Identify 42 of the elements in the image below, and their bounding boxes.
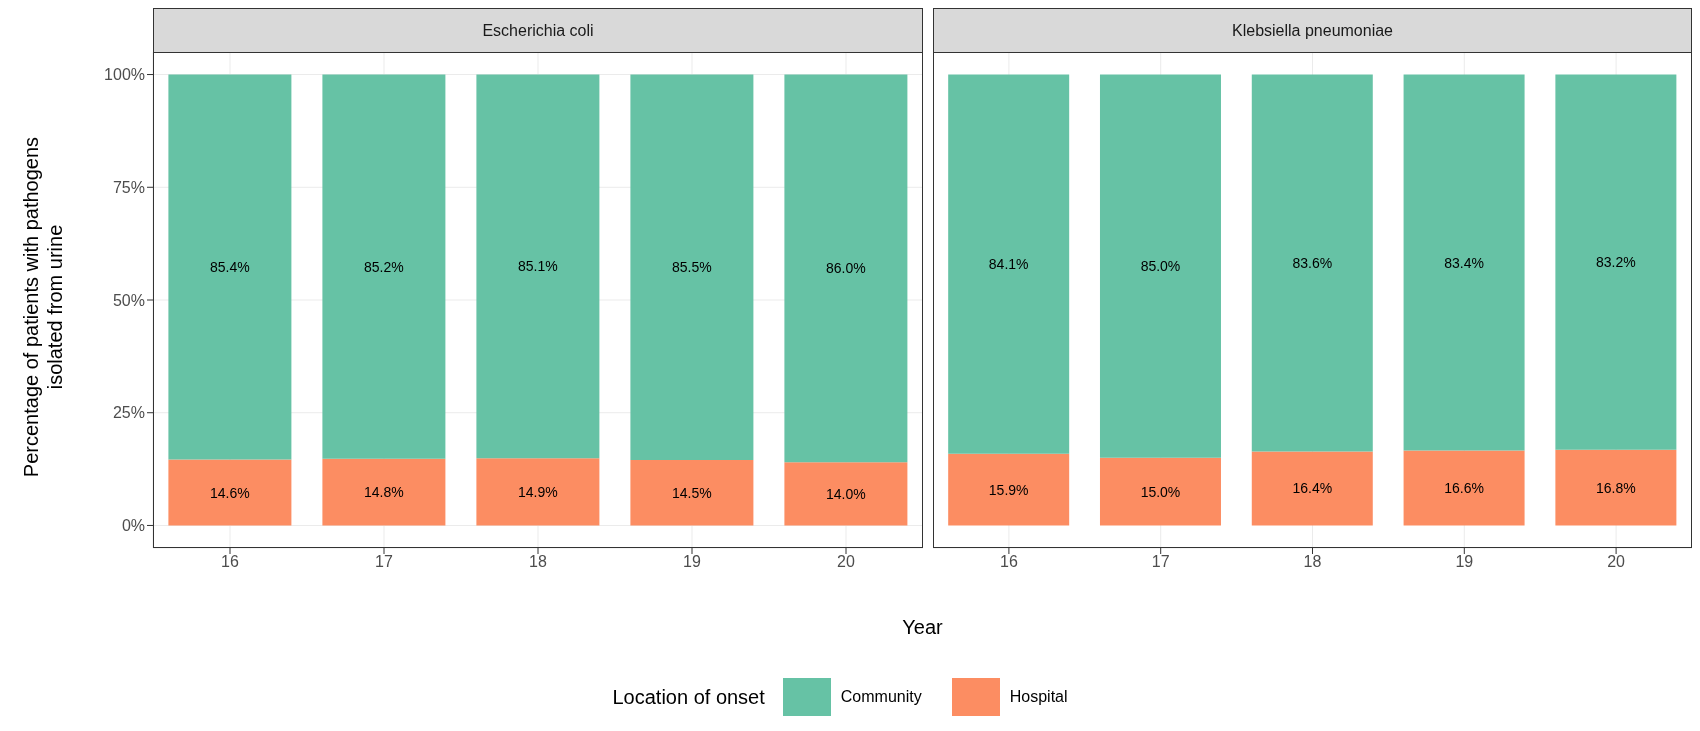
data-label: 83.4% <box>1444 254 1484 271</box>
data-label: 16.8% <box>1596 479 1636 496</box>
chart-title: Escherichia coli <box>153 8 923 52</box>
y-tick-label: 75% <box>112 178 145 196</box>
x-tick-label: 18 <box>529 553 547 571</box>
y-tick-label: 0% <box>121 517 145 535</box>
y-tick-label: 50% <box>112 291 145 309</box>
x-tick-label: 17 <box>375 553 393 571</box>
y-tick-label: 100% <box>104 66 145 84</box>
data-label: 85.2% <box>364 258 404 275</box>
x-tick-label: 20 <box>837 553 855 571</box>
data-label: 85.0% <box>1140 258 1181 275</box>
chart-title: Klebsiella pneumoniae <box>933 8 1692 52</box>
x-tick-label: 16 <box>221 553 239 571</box>
x-tick-label: 19 <box>1455 553 1474 571</box>
y-tick-label: 25% <box>112 404 145 422</box>
data-label: 14.5% <box>672 484 712 501</box>
legend-label: Community <box>840 688 922 706</box>
data-label: 14.0% <box>826 485 866 502</box>
x-tick-label: 20 <box>1607 553 1626 571</box>
data-label: 16.6% <box>1444 480 1484 496</box>
y-axis-title: Percentage of patients with pathogens isolated from urine <box>19 135 67 480</box>
data-label: 86.0% <box>826 260 866 277</box>
data-label: 83.2% <box>1596 254 1636 271</box>
data-label: 14.9% <box>518 483 558 500</box>
x-tick-label: 18 <box>1303 553 1322 571</box>
data-label: 14.8% <box>364 484 404 501</box>
data-label: 16.4% <box>1292 480 1333 497</box>
legend-label: Hospital <box>1009 688 1068 706</box>
x-tick-label: 19 <box>683 553 701 571</box>
legend-title: Location of onset <box>612 685 765 709</box>
x-axis-title: Year <box>901 616 944 639</box>
data-label: 85.5% <box>672 259 712 276</box>
data-label: 85.4% <box>210 259 250 276</box>
data-label: 15.0% <box>1140 483 1181 500</box>
data-label: 14.6% <box>210 484 250 501</box>
data-label: 85.1% <box>518 258 558 275</box>
x-tick-label: 16 <box>1000 553 1018 571</box>
data-label: 15.9% <box>988 481 1029 498</box>
x-tick-label: 17 <box>1151 553 1170 571</box>
data-label: 84.1% <box>988 256 1029 273</box>
data-label: 83.6% <box>1292 255 1333 271</box>
